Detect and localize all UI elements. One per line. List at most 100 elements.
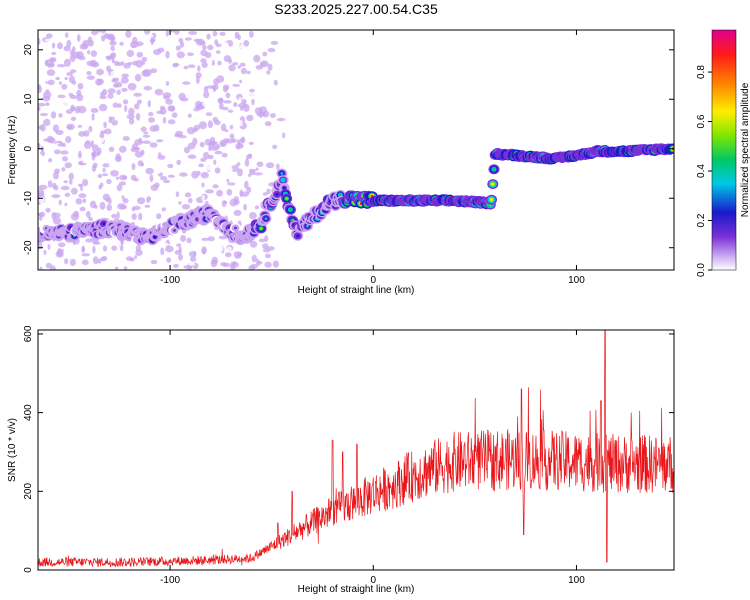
noise-point — [237, 168, 243, 177]
noise-point — [141, 56, 148, 63]
noise-point — [156, 30, 165, 35]
y-tick-label: -10 — [23, 191, 34, 206]
noise-point — [176, 243, 182, 248]
noise-point — [221, 152, 228, 158]
noise-point — [165, 50, 170, 59]
noise-point — [197, 102, 203, 111]
noise-point — [40, 80, 45, 88]
noise-point — [239, 62, 246, 67]
noise-point — [264, 235, 269, 243]
colorbar-tick-label: 0.4 — [696, 164, 707, 178]
noise-point — [38, 211, 46, 218]
noise-point — [99, 257, 107, 262]
noise-point — [165, 81, 170, 86]
noise-point — [249, 88, 255, 93]
noise-point — [174, 250, 182, 255]
noise-point — [249, 31, 254, 38]
noise-point — [136, 51, 144, 58]
ridge-point — [282, 186, 286, 190]
noise-point — [179, 41, 185, 48]
noise-point — [165, 245, 174, 253]
noise-point — [232, 83, 241, 87]
noise-point — [178, 201, 182, 205]
noise-point — [138, 212, 143, 221]
noise-point — [246, 186, 252, 194]
noise-point — [196, 76, 200, 84]
spectrogram-xlabel: Height of straight line (km) — [298, 285, 415, 296]
noise-point — [248, 168, 257, 173]
noise-point — [38, 84, 42, 91]
noise-point — [197, 65, 201, 72]
noise-point — [222, 106, 229, 111]
noise-point — [79, 206, 86, 212]
noise-point — [208, 146, 212, 152]
noise-point — [249, 38, 253, 46]
noise-point — [130, 189, 138, 197]
noise-point — [223, 55, 232, 63]
noise-point — [131, 163, 136, 171]
y-tick-label: 200 — [23, 483, 34, 500]
noise-point — [140, 126, 147, 132]
noise-point — [64, 192, 71, 197]
noise-point — [171, 112, 178, 118]
noise-point — [98, 103, 108, 112]
noise-point — [159, 200, 166, 206]
ridge-point — [264, 217, 268, 221]
noise-point — [254, 172, 263, 176]
noise-point — [91, 30, 99, 36]
noise-point — [47, 244, 51, 250]
noise-point — [119, 41, 124, 46]
colorbar-tick-label: 0.8 — [696, 65, 707, 79]
noise-point — [91, 113, 95, 121]
noise-point — [61, 70, 68, 74]
noise-point — [48, 158, 53, 163]
ridge-point — [288, 208, 292, 212]
noise-point — [165, 30, 169, 37]
noise-point — [220, 123, 227, 132]
noise-point — [196, 50, 201, 54]
noise-point — [54, 168, 60, 174]
noise-point — [63, 180, 68, 184]
noise-point — [231, 160, 239, 165]
noise-point — [111, 132, 118, 140]
noise-point — [107, 93, 114, 99]
noise-point — [260, 143, 264, 150]
noise-point — [107, 88, 116, 94]
noise-point — [58, 199, 62, 206]
noise-point — [240, 67, 247, 75]
noise-point — [239, 177, 245, 186]
noise-point — [78, 131, 86, 137]
noise-point — [109, 53, 115, 60]
noise-point — [182, 81, 191, 85]
noise-point — [183, 146, 191, 154]
noise-point — [200, 171, 209, 179]
noise-point — [210, 259, 218, 268]
noise-point — [210, 136, 216, 144]
noise-point — [211, 59, 215, 67]
noise-point — [128, 118, 135, 125]
noise-point — [252, 125, 262, 133]
noise-point — [65, 136, 72, 144]
noise-point — [248, 109, 253, 115]
noise-point — [155, 196, 161, 201]
noise-point — [108, 146, 115, 152]
noise-point — [76, 93, 84, 102]
noise-point — [126, 49, 135, 58]
noise-point — [161, 207, 166, 212]
noise-point — [47, 180, 53, 188]
noise-point — [156, 139, 164, 143]
noise-point — [43, 118, 51, 126]
y-tick-label: 10 — [23, 93, 34, 105]
noise-point — [144, 204, 151, 208]
noise-point — [228, 40, 234, 47]
ridge-point — [296, 234, 300, 238]
noise-point — [264, 253, 271, 259]
noise-point — [184, 37, 192, 41]
noise-point — [240, 106, 244, 111]
noise-point — [142, 140, 151, 144]
noise-point — [218, 235, 227, 240]
noise-point — [142, 34, 151, 43]
noise-point — [247, 202, 256, 206]
noise-point — [240, 136, 246, 144]
